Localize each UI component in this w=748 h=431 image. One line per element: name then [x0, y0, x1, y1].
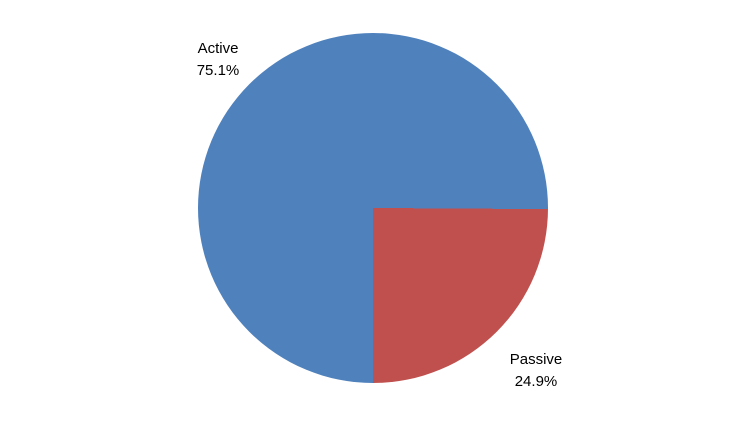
slice-passive-percent: 24.9%: [514, 373, 558, 390]
slice-active-name: Active: [197, 40, 239, 57]
slice-passive-name: Passive: [509, 351, 563, 368]
pie: [198, 33, 548, 383]
slice-label-active: Active 75.1%: [163, 38, 273, 82]
slice-active-percent: 75.1%: [196, 62, 240, 79]
slice-label-passive: Passive 24.9%: [481, 349, 591, 393]
